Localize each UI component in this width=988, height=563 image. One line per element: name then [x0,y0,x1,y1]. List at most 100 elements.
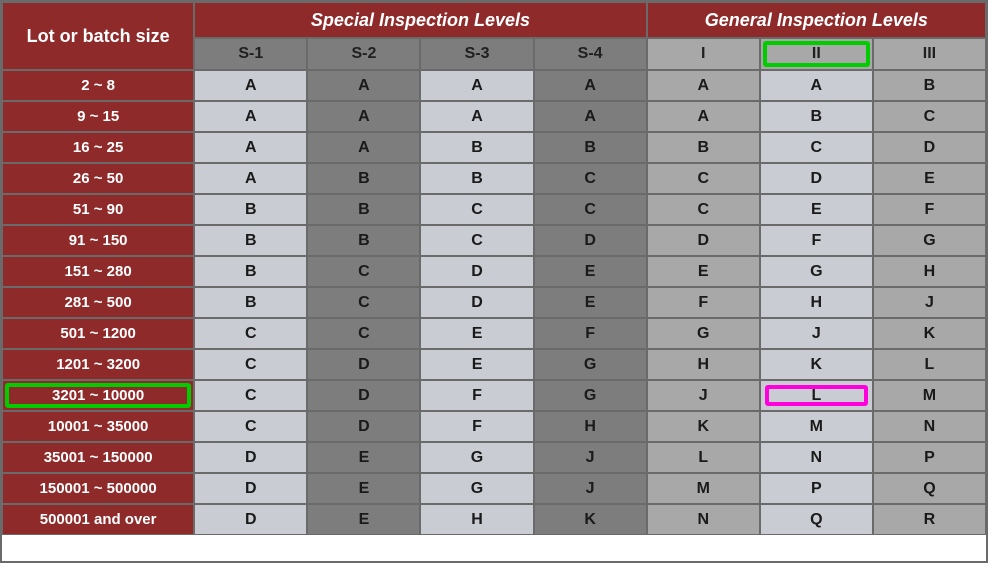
cell-special-5-2: C [420,225,533,256]
cell-special-12-2: G [420,442,533,473]
cell-special-2-3: B [534,132,647,163]
inspection-levels-table: Lot or batch sizeSpecial Inspection Leve… [0,0,988,563]
cell-general-8-2: K [873,318,986,349]
cell-general-12-2: P [873,442,986,473]
cell-general-13-1: P [760,473,873,504]
cell-general-8-0: G [647,318,760,349]
cell-general-10-0: J [647,380,760,411]
cell-general-8-1: J [760,318,873,349]
cell-special-2-2: B [420,132,533,163]
cell-general-12-0: L [647,442,760,473]
cell-general-1-2: C [873,101,986,132]
header-general-sub-2: III [873,38,986,70]
cell-special-2-0: A [194,132,307,163]
cell-general-3-2: E [873,163,986,194]
cell-special-4-1: B [307,194,420,225]
cell-special-10-1: D [307,380,420,411]
cell-special-0-0: A [194,70,307,101]
cell-general-6-1: G [760,256,873,287]
row-label-8: 501 ~ 1200 [2,318,194,349]
cell-general-9-2: L [873,349,986,380]
highlight-cell-general-10-1 [765,385,868,406]
cell-general-12-1: N [760,442,873,473]
cell-general-7-2: J [873,287,986,318]
header-general-group: General Inspection Levels [647,2,986,38]
cell-special-10-3: G [534,380,647,411]
cell-special-2-1: A [307,132,420,163]
cell-special-9-0: C [194,349,307,380]
highlight-row-label-10 [5,383,191,408]
cell-general-0-0: A [647,70,760,101]
cell-special-8-1: C [307,318,420,349]
cell-special-1-3: A [534,101,647,132]
cell-special-3-0: A [194,163,307,194]
cell-special-3-2: B [420,163,533,194]
cell-general-4-2: F [873,194,986,225]
cell-special-0-1: A [307,70,420,101]
cell-special-0-2: A [420,70,533,101]
cell-general-10-2: M [873,380,986,411]
row-label-9: 1201 ~ 3200 [2,349,194,380]
cell-general-0-1: A [760,70,873,101]
cell-special-7-3: E [534,287,647,318]
cell-special-12-1: E [307,442,420,473]
row-label-2: 16 ~ 25 [2,132,194,163]
cell-special-12-3: J [534,442,647,473]
cell-special-8-3: F [534,318,647,349]
cell-special-11-0: C [194,411,307,442]
cell-special-7-1: C [307,287,420,318]
cell-special-3-1: B [307,163,420,194]
cell-special-12-0: D [194,442,307,473]
row-label-11: 10001 ~ 35000 [2,411,194,442]
cell-general-3-0: C [647,163,760,194]
row-label-13: 150001 ~ 500000 [2,473,194,504]
cell-special-0-3: A [534,70,647,101]
row-label-4: 51 ~ 90 [2,194,194,225]
header-special-sub-2: S-3 [420,38,533,70]
row-label-14: 500001 and over [2,504,194,535]
row-label-12: 35001 ~ 150000 [2,442,194,473]
cell-special-11-3: H [534,411,647,442]
cell-special-14-2: H [420,504,533,535]
header-special-sub-3: S-4 [534,38,647,70]
cell-general-1-0: A [647,101,760,132]
cell-special-10-2: F [420,380,533,411]
cell-special-13-3: J [534,473,647,504]
cell-general-14-1: Q [760,504,873,535]
cell-general-5-0: D [647,225,760,256]
header-general-sub-0: I [647,38,760,70]
header-lot-label: Lot or batch size [2,2,194,70]
header-special-group: Special Inspection Levels [194,2,646,38]
cell-general-11-0: K [647,411,760,442]
cell-special-1-1: A [307,101,420,132]
cell-general-9-1: K [760,349,873,380]
cell-special-5-0: B [194,225,307,256]
row-label-0: 2 ~ 8 [2,70,194,101]
cell-special-5-1: B [307,225,420,256]
cell-special-4-3: C [534,194,647,225]
cell-general-5-2: G [873,225,986,256]
cell-special-13-0: D [194,473,307,504]
cell-general-4-1: E [760,194,873,225]
cell-general-2-0: B [647,132,760,163]
header-special-sub-1: S-2 [307,38,420,70]
row-label-10: 3201 ~ 10000 [2,380,194,411]
highlight-header-general-sub-1 [763,41,870,67]
cell-general-6-0: E [647,256,760,287]
cell-special-10-0: C [194,380,307,411]
cell-general-14-2: R [873,504,986,535]
row-label-6: 151 ~ 280 [2,256,194,287]
row-label-1: 9 ~ 15 [2,101,194,132]
cell-special-6-0: B [194,256,307,287]
cell-general-1-1: B [760,101,873,132]
cell-special-9-3: G [534,349,647,380]
row-label-5: 91 ~ 150 [2,225,194,256]
cell-general-7-1: H [760,287,873,318]
cell-special-6-3: E [534,256,647,287]
cell-general-10-1: L [760,380,873,411]
cell-special-4-2: C [420,194,533,225]
cell-special-8-2: E [420,318,533,349]
cell-special-6-1: C [307,256,420,287]
cell-general-2-1: C [760,132,873,163]
cell-special-3-3: C [534,163,647,194]
